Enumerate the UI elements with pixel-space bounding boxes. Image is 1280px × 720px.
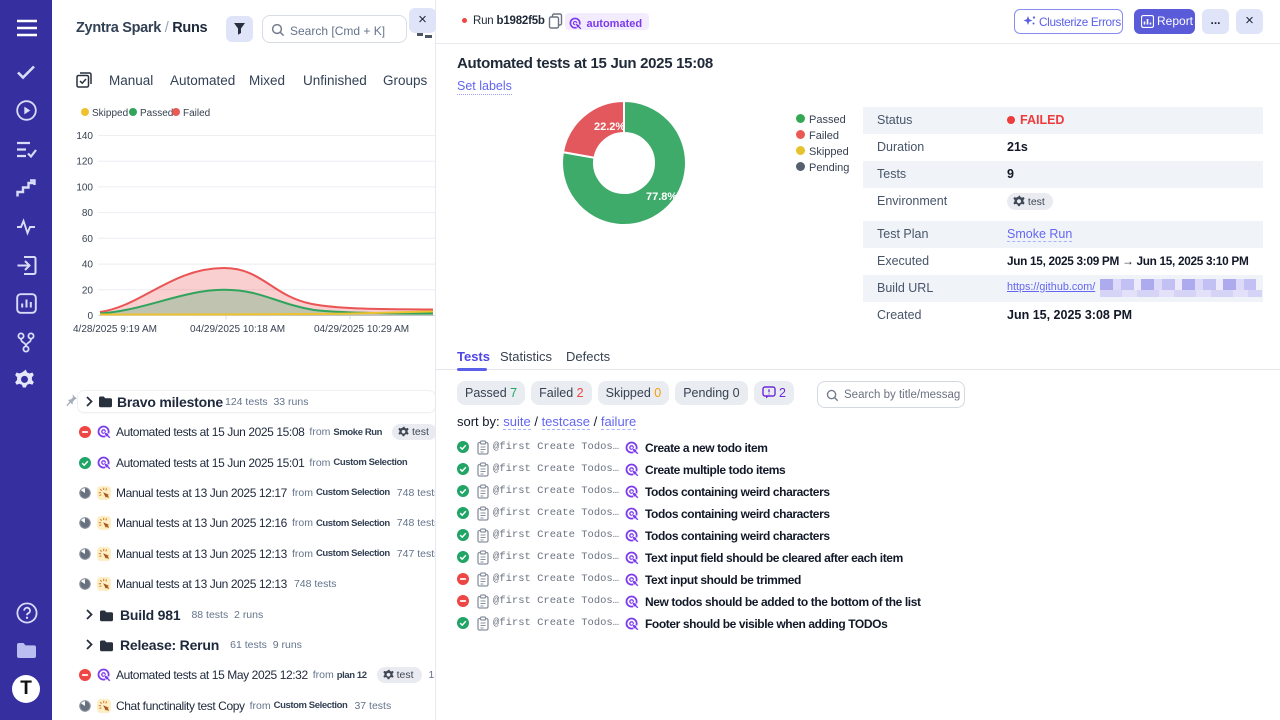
svg-text:100: 100 — [76, 182, 93, 193]
svg-text:Passed: Passed — [140, 108, 173, 119]
svg-text:Skipped: Skipped — [92, 108, 128, 119]
svg-text:80: 80 — [82, 208, 94, 219]
svg-text:20: 20 — [82, 285, 94, 296]
svg-text:120: 120 — [76, 157, 93, 168]
svg-text:0: 0 — [87, 311, 93, 322]
svg-text:77.8%: 77.8% — [646, 191, 677, 203]
svg-text:22.2%: 22.2% — [594, 121, 625, 133]
svg-text:Failed: Failed — [183, 108, 210, 119]
svg-text:60: 60 — [82, 234, 94, 245]
svg-text:140: 140 — [76, 131, 93, 142]
svg-text:4/28/2025 9:19 AM: 4/28/2025 9:19 AM — [73, 324, 157, 335]
svg-text:04/29/2025 10:18 AM: 04/29/2025 10:18 AM — [190, 324, 285, 335]
svg-text:40: 40 — [82, 260, 94, 271]
svg-text:04/29/2025 10:29 AM: 04/29/2025 10:29 AM — [314, 324, 409, 335]
